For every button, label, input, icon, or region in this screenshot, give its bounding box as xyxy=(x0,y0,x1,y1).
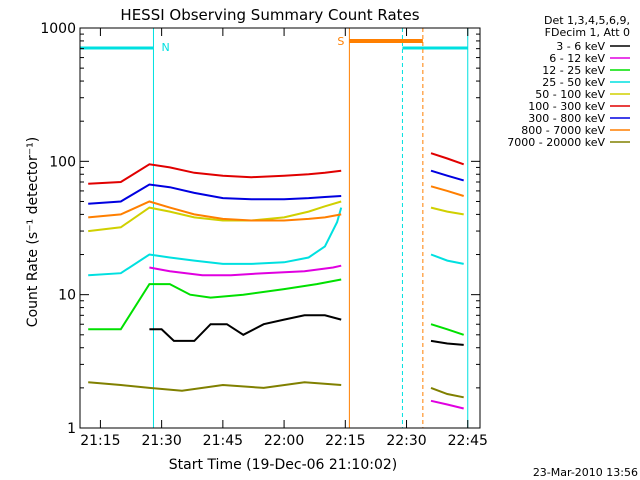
plot-frame xyxy=(79,27,481,429)
x-tick-label: 21:15 xyxy=(80,433,120,449)
legend-label: 3 - 6 keV xyxy=(556,40,605,53)
footer-stamp: 23-Mar-2010 13:56 xyxy=(533,466,638,479)
series-line-3 xyxy=(88,207,343,277)
x-tick-label: 21:30 xyxy=(141,433,181,449)
legend-label: 300 - 800 keV xyxy=(528,112,605,125)
series-line-0 xyxy=(149,314,342,342)
series-line-3 xyxy=(430,253,464,265)
x-tick-label: 22:15 xyxy=(325,433,365,449)
series-line-4 xyxy=(88,200,342,233)
annotation-s: S xyxy=(337,35,344,48)
plot-area: N S 21:15 21:30 21:45 22:00 22:15 22:30 22:45 1 10… xyxy=(40,21,488,449)
x-tick-label: 22:45 xyxy=(448,433,488,449)
series-line-4 xyxy=(430,206,464,216)
series-line-7 xyxy=(430,185,464,197)
x-axis-label: Start Time (19-Dec-06 21:10:02) xyxy=(169,457,397,473)
y-tick-label: 10 xyxy=(58,288,76,304)
series-line-6 xyxy=(88,183,342,205)
legend-label: 100 - 300 keV xyxy=(528,100,605,113)
series-line-7 xyxy=(88,200,342,222)
legend-header-line: Det 1,3,4,5,6,9, xyxy=(544,14,630,27)
chart-title: HESSI Observing Summary Count Rates xyxy=(120,6,419,24)
series-line-2 xyxy=(88,278,342,331)
annotation-n: N xyxy=(161,41,169,54)
series-line-0 xyxy=(430,339,464,346)
series-line-1 xyxy=(149,264,342,277)
legend: Det 1,3,4,5,6,9,FDecim 1, Att 03 - 6 keV… xyxy=(507,14,630,149)
series-line-5 xyxy=(88,163,342,185)
series-line-5 xyxy=(430,152,465,166)
x-tick-label: 21:45 xyxy=(203,433,243,449)
series-line-8 xyxy=(430,386,464,399)
legend-label: 800 - 7000 keV xyxy=(521,124,605,137)
series-line-6 xyxy=(430,169,464,182)
y-axis-label: Count Rate (s⁻¹ detector⁻¹) xyxy=(25,137,41,327)
x-tick-label: 22:30 xyxy=(386,433,426,449)
legend-label: 7000 - 20000 keV xyxy=(507,136,605,149)
series-line-2 xyxy=(430,323,465,336)
legend-label: 25 - 50 keV xyxy=(542,76,605,89)
y-tick-label: 1 xyxy=(67,421,76,437)
legend-label: 12 - 25 keV xyxy=(542,64,605,77)
y-tick-label: 100 xyxy=(49,154,76,170)
y-tick-label: 1000 xyxy=(40,21,76,37)
series-line-1 xyxy=(430,399,464,410)
x-tick-label: 22:00 xyxy=(264,433,304,449)
legend-header-line: FDecim 1, Att 0 xyxy=(545,26,630,39)
series-line-8 xyxy=(88,381,342,392)
legend-label: 6 - 12 keV xyxy=(549,52,605,65)
legend-label: 50 - 100 keV xyxy=(535,88,605,101)
